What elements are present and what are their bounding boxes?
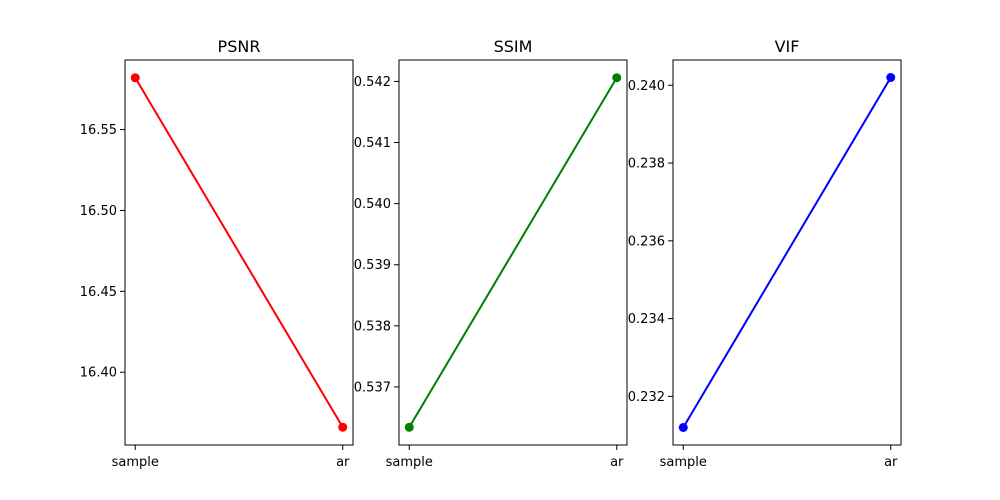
chart-title: VIF bbox=[775, 37, 800, 56]
data-point bbox=[678, 423, 688, 432]
chart-title: PSNR bbox=[218, 37, 261, 56]
chart-ticks: sample ar 0.537 0.538 0.539 0.540 0.541 0.542 bbox=[354, 75, 624, 470]
y-tick-label: 16.50 bbox=[80, 204, 117, 219]
y-tick-label: 0.232 bbox=[628, 390, 665, 405]
x-tick-label: ar bbox=[610, 455, 624, 470]
data-point bbox=[886, 73, 896, 82]
x-tick-label: sample bbox=[660, 455, 707, 470]
x-tick-label: sample bbox=[386, 455, 433, 470]
y-tick-label: 0.538 bbox=[354, 319, 391, 334]
chart-psnr: PSNR sample ar 16.40 16.45 16.50 16.55 bbox=[80, 37, 354, 470]
y-tick-label: 16.40 bbox=[80, 366, 117, 381]
y-tick-label: 0.542 bbox=[354, 75, 391, 90]
data-point bbox=[338, 422, 348, 432]
chart-ssim: SSIM sample ar 0.537 0.538 0.539 0.540 0.541 0.… bbox=[354, 37, 628, 470]
data-point bbox=[612, 73, 622, 83]
chart-title: SSIM bbox=[494, 37, 533, 56]
x-tick-label: sample bbox=[112, 455, 159, 470]
y-tick-label: 0.240 bbox=[628, 79, 665, 94]
series-line bbox=[682, 76, 892, 429]
chart-ticks: sample ar 16.40 16.45 16.50 16.55 bbox=[80, 123, 350, 470]
chart-marks bbox=[130, 73, 348, 432]
y-tick-label: 0.236 bbox=[628, 234, 665, 249]
axes-frame bbox=[124, 59, 354, 446]
y-tick-label: 0.541 bbox=[354, 136, 391, 151]
y-tick-label: 16.45 bbox=[80, 285, 117, 300]
chart-vif: VIF sample ar 0.232 0.234 0.236 0.238 0.240 bbox=[628, 37, 902, 470]
data-point bbox=[130, 73, 140, 83]
chart-marks bbox=[404, 73, 622, 432]
chart-marks bbox=[678, 73, 896, 432]
y-tick-label: 0.539 bbox=[354, 258, 391, 273]
chart-ticks: sample ar 0.232 0.234 0.236 0.238 0.240 bbox=[628, 79, 898, 470]
axes-frame bbox=[398, 59, 628, 446]
y-tick-label: 0.537 bbox=[354, 380, 391, 395]
x-tick-label: ar bbox=[336, 455, 350, 470]
y-tick-label: 0.234 bbox=[628, 312, 665, 327]
axes-frame bbox=[672, 59, 902, 446]
y-tick-label: 0.540 bbox=[354, 197, 391, 212]
series-line bbox=[134, 77, 344, 428]
y-tick-label: 0.238 bbox=[628, 157, 665, 172]
y-tick-label: 16.55 bbox=[80, 123, 117, 138]
series-line bbox=[408, 77, 618, 428]
x-tick-label: ar bbox=[884, 455, 898, 470]
data-point bbox=[404, 422, 414, 432]
